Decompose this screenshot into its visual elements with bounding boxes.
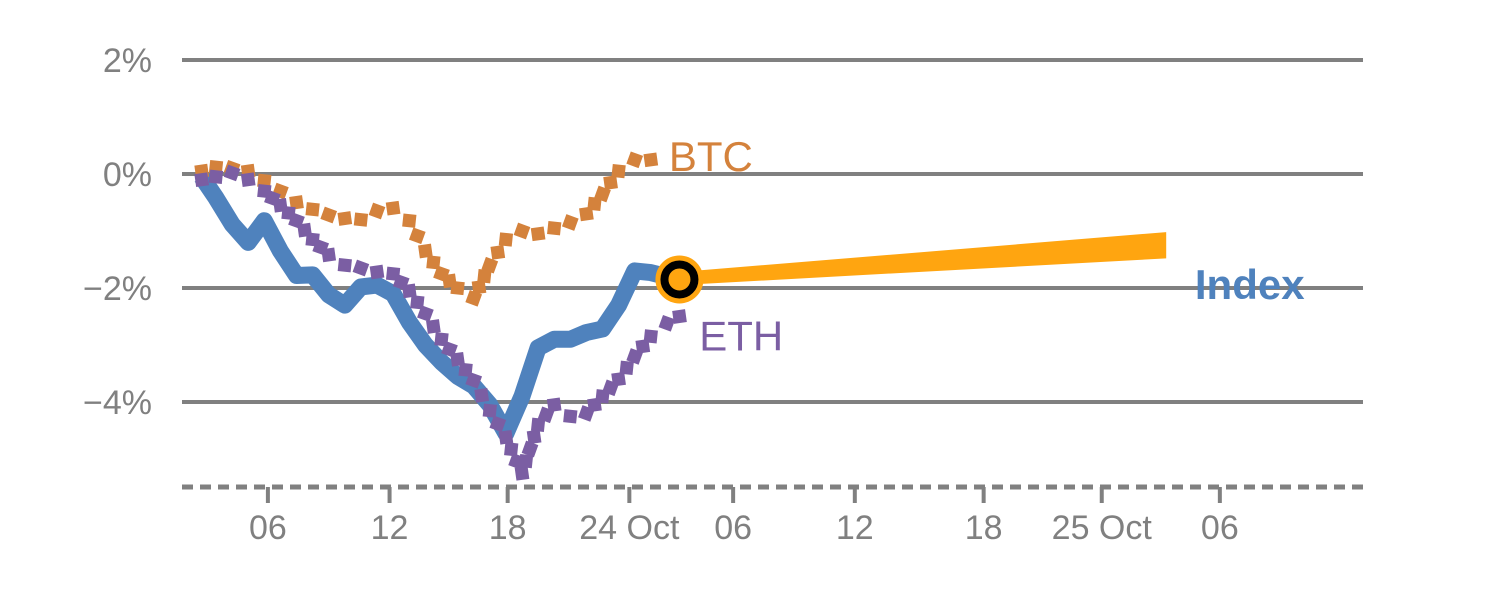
series-dot-btc <box>626 151 644 169</box>
series-dot-btc <box>490 245 506 260</box>
forecast-band <box>679 232 1167 286</box>
series-dot-btc <box>368 202 386 220</box>
y-axis-tick-label: 0% <box>103 156 152 194</box>
series-dot-btc <box>471 279 487 295</box>
series-dot-eth <box>337 258 352 273</box>
x-axis-tick-label: 12 <box>836 509 874 547</box>
series-index <box>194 172 681 442</box>
y-axis-labels-group: 2% 0% −2% −4% <box>83 42 152 422</box>
forecast-band-area <box>679 232 1167 286</box>
series-dot-btc <box>513 222 531 240</box>
series-dot-btc <box>320 206 338 224</box>
series-dot-btc <box>547 221 562 236</box>
series-dot-eth <box>514 465 530 481</box>
data-series-group <box>194 151 687 481</box>
series-line-index <box>194 172 681 442</box>
series-dot-eth <box>563 409 578 424</box>
x-axis-tick-label: 18 <box>965 509 1003 547</box>
series-dot-eth <box>208 169 224 184</box>
series-label-btc: BTC <box>669 133 753 180</box>
series-dot-btc <box>594 185 611 203</box>
series-dot-eth <box>546 397 562 413</box>
series-dot-eth <box>474 388 490 403</box>
series-dot-eth <box>426 319 441 334</box>
y-axis-tick-label: 2% <box>103 42 152 80</box>
x-axis-group <box>182 484 1363 503</box>
series-dot-eth <box>458 362 473 377</box>
x-axis-tick-label: 06 <box>1201 509 1239 547</box>
series-dot-btc <box>579 206 594 222</box>
x-axis-tick-label: 06 <box>249 509 287 547</box>
series-dot-eth <box>410 295 425 310</box>
series-dot-eth <box>194 172 210 188</box>
x-axis-tick-label: 25 Oct <box>1052 509 1153 547</box>
series-dot-btc <box>450 280 465 296</box>
series-dot-eth <box>482 403 497 418</box>
x-axis-labels-group: 06 12 18 24 Oct 06 12 18 25 Oct 06 <box>249 509 1239 547</box>
series-dot-eth <box>521 440 539 458</box>
series-dot-eth <box>611 371 626 387</box>
series-label-index: Index <box>1195 261 1305 308</box>
current-value-marker <box>655 255 704 304</box>
series-dot-btc <box>465 289 483 307</box>
series-dot-eth <box>526 429 542 445</box>
series-dot-btc <box>402 213 417 228</box>
series-dot-btc <box>477 269 492 284</box>
x-axis-tick-label: 24 Oct <box>579 509 680 547</box>
series-dot-eth <box>530 417 546 432</box>
series-dot-btc <box>643 152 659 168</box>
series-dot-eth <box>619 360 634 375</box>
series-dot-eth <box>223 164 241 182</box>
series-dot-eth <box>465 371 483 389</box>
x-axis-tick-label: 06 <box>714 509 752 547</box>
series-dot-eth <box>321 247 337 263</box>
series-dot-btc <box>498 232 514 247</box>
series-dot-eth <box>369 264 385 280</box>
series-dot-btc <box>289 195 304 210</box>
series-dot-btc <box>561 214 579 231</box>
series-dot-eth <box>635 339 651 354</box>
series-dot-btc <box>481 256 499 274</box>
series-dot-eth <box>504 442 519 457</box>
series-dot-btc <box>337 211 353 226</box>
x-axis-tick-label: 12 <box>371 509 409 547</box>
series-dot-btc <box>530 226 546 242</box>
series-dot-eth <box>417 305 434 322</box>
series-dot-eth <box>240 172 256 188</box>
series-dot-btc <box>603 175 618 190</box>
y-axis-tick-label: −4% <box>83 384 152 422</box>
series-dot-eth <box>658 314 676 332</box>
series-dot-btc <box>418 243 433 259</box>
series-label-eth: ETH <box>699 312 783 359</box>
series-dot-eth <box>643 329 658 344</box>
series-dot-eth <box>518 453 534 469</box>
marker-ring[interactable] <box>660 260 699 299</box>
series-dot-btc <box>426 255 441 270</box>
series-dot-btc <box>353 212 369 227</box>
y-axis-tick-label: −2% <box>83 270 152 308</box>
series-dot-eth <box>498 429 514 445</box>
series-dot-eth <box>401 283 417 299</box>
x-axis-tick-label: 18 <box>489 509 527 547</box>
series-dot-eth <box>672 309 687 324</box>
series-dot-btc <box>385 200 401 216</box>
series-dot-eth <box>352 259 370 277</box>
series-dot-btc <box>408 227 426 245</box>
series-dot-btc <box>305 202 320 217</box>
series-dot-eth <box>489 415 507 433</box>
series-dot-btc <box>611 163 626 179</box>
series-annotations-group: BTC ETH Index <box>669 133 1305 360</box>
series-eth <box>194 164 687 481</box>
series-dot-btc <box>587 196 602 212</box>
